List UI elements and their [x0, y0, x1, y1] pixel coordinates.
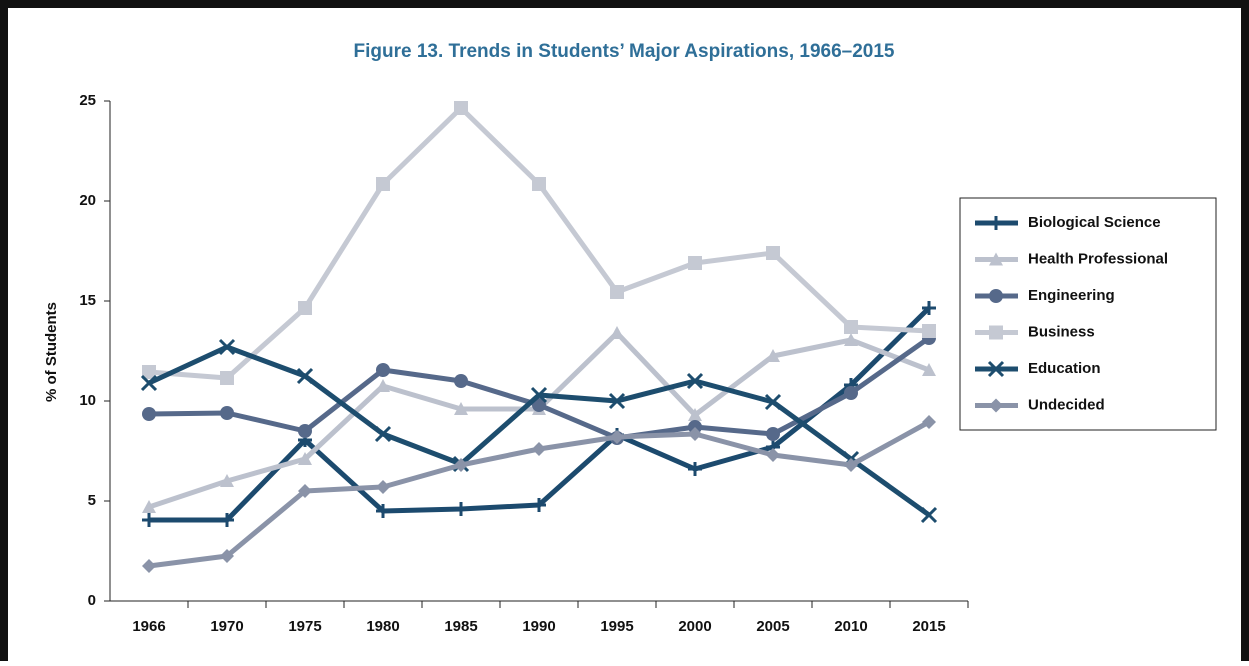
x-tick-label: 1980 — [366, 618, 399, 635]
legend-marker — [987, 360, 1005, 378]
data-point — [298, 452, 312, 465]
data-point — [920, 506, 938, 524]
y-tick-label: 25 — [79, 92, 96, 109]
data-point — [220, 549, 234, 563]
legend: Biological Science Health Professional Eng… — [959, 197, 1217, 431]
data-point — [688, 462, 702, 476]
x-tick-label: 1970 — [210, 618, 243, 635]
data-point — [142, 513, 156, 527]
x-tick-label: 1975 — [288, 618, 321, 635]
x-tick-label: 1990 — [522, 618, 555, 635]
data-point — [298, 424, 312, 438]
y-tick-label: 10 — [79, 392, 96, 409]
data-point — [688, 256, 702, 270]
data-point — [454, 458, 468, 472]
data-point — [220, 406, 234, 420]
legend-label: Health Professional — [1028, 250, 1168, 267]
data-point — [532, 398, 546, 412]
data-point — [218, 338, 236, 356]
legend-marker — [989, 289, 1003, 303]
data-point — [844, 333, 858, 346]
data-point — [688, 427, 702, 441]
data-point — [688, 408, 702, 421]
data-point — [454, 374, 468, 388]
data-point — [298, 301, 312, 315]
legend-label: Engineering — [1028, 287, 1115, 304]
legend-marker — [989, 216, 1003, 230]
chart-title: Figure 13. Trends in Students’ Major Asp… — [354, 41, 895, 62]
data-point — [844, 386, 858, 400]
data-point — [376, 177, 390, 191]
data-point — [686, 372, 704, 390]
y-tick-label: 0 — [88, 592, 96, 609]
x-tick-label: 2015 — [912, 618, 945, 635]
legend-box — [959, 197, 1217, 431]
legend-label: Education — [1028, 360, 1101, 377]
data-point — [454, 101, 468, 115]
data-point — [610, 285, 624, 299]
data-point — [142, 559, 156, 573]
data-point — [532, 442, 546, 456]
data-point — [844, 320, 858, 334]
legend-marker — [989, 325, 1003, 340]
data-point — [374, 425, 392, 443]
legend-label: Undecided — [1028, 396, 1105, 413]
legend-marker — [989, 252, 1003, 266]
data-point — [376, 504, 390, 518]
data-point — [376, 480, 390, 494]
data-point — [766, 246, 780, 260]
x-tick-label: 2005 — [756, 618, 789, 635]
data-point — [298, 484, 312, 498]
legend-label: Business — [1028, 323, 1095, 340]
series-line — [148, 335, 931, 441]
data-point — [610, 326, 624, 339]
data-point — [922, 324, 936, 338]
data-point — [766, 349, 780, 362]
y-tick-label: 15 — [79, 292, 96, 309]
data-point — [608, 392, 626, 410]
data-point — [220, 513, 234, 527]
data-point — [532, 498, 546, 512]
data-point — [530, 386, 548, 404]
data-point — [844, 458, 858, 472]
data-point — [142, 407, 156, 421]
x-tick-label: 2000 — [678, 618, 711, 635]
data-point — [922, 415, 936, 429]
data-point — [922, 301, 936, 315]
data-point — [140, 374, 158, 392]
x-tick-label: 2010 — [834, 618, 867, 635]
legend-marker — [989, 398, 1003, 413]
data-point — [922, 363, 936, 376]
data-point — [376, 379, 390, 392]
data-point — [142, 500, 156, 513]
data-point — [532, 177, 546, 191]
x-tick-label: 1995 — [600, 618, 633, 635]
data-point — [220, 474, 234, 487]
series-line — [148, 105, 930, 381]
data-point — [454, 402, 468, 415]
data-point — [764, 393, 782, 411]
data-point — [766, 427, 780, 441]
data-point — [610, 430, 624, 444]
x-tick-label: 1966 — [132, 618, 165, 635]
data-point — [376, 363, 390, 377]
data-point — [142, 365, 156, 379]
y-tick-label: 5 — [88, 492, 96, 509]
series-line — [147, 344, 931, 518]
y-axis-label: % of Students — [43, 302, 60, 402]
data-point — [454, 502, 468, 516]
legend-label: Biological Science — [1028, 214, 1161, 231]
y-tick-label: 20 — [79, 192, 96, 209]
x-tick-label: 1985 — [444, 618, 477, 635]
data-point — [296, 367, 314, 385]
data-point — [766, 448, 780, 462]
data-point — [220, 371, 234, 385]
